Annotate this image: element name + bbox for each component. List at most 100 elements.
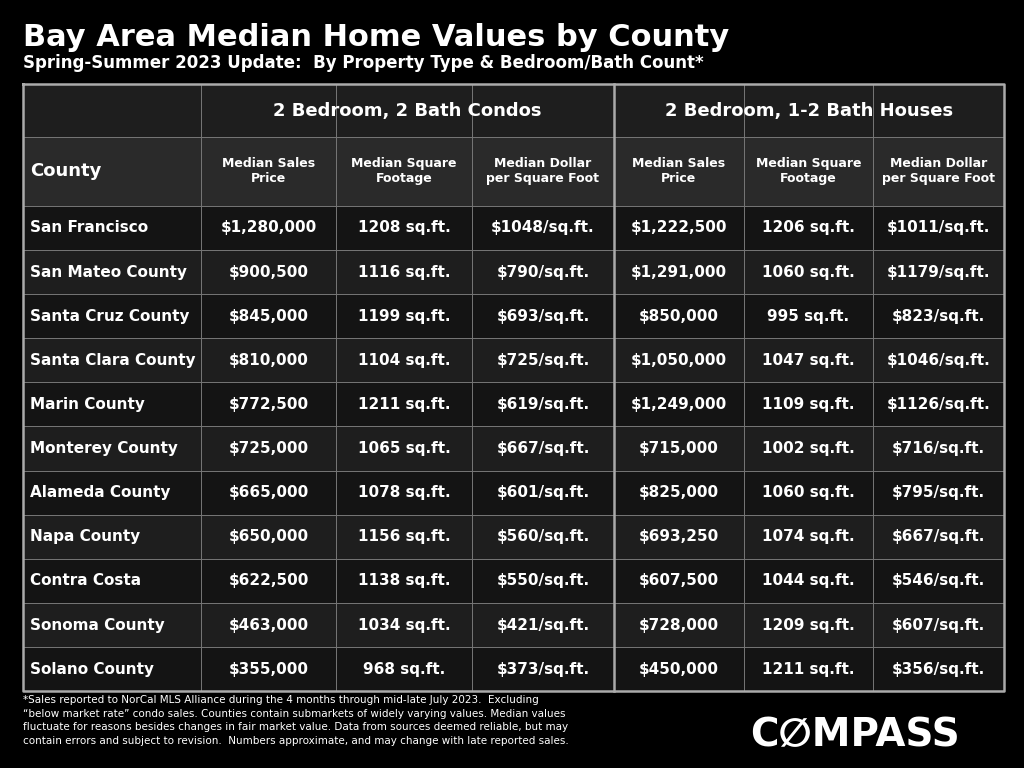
Bar: [337, 250, 472, 294]
Text: $845,000: $845,000: [228, 309, 309, 323]
Text: $795/sq.ft.: $795/sq.ft.: [892, 485, 985, 500]
Text: $355,000: $355,000: [228, 662, 309, 677]
Bar: [23, 137, 201, 206]
Text: $421/sq.ft.: $421/sq.ft.: [497, 617, 590, 633]
Bar: [201, 250, 337, 294]
Bar: [337, 471, 472, 515]
Bar: [23, 206, 201, 250]
Text: $725/sq.ft.: $725/sq.ft.: [497, 353, 590, 368]
Bar: [337, 647, 472, 691]
Bar: [23, 84, 201, 137]
Bar: [614, 338, 743, 382]
Text: Sonoma County: Sonoma County: [30, 617, 165, 633]
Text: $728,000: $728,000: [639, 617, 719, 633]
Text: $716/sq.ft.: $716/sq.ft.: [892, 441, 985, 456]
Bar: [614, 382, 743, 426]
Bar: [472, 137, 614, 206]
Bar: [201, 647, 337, 691]
Text: 1002 sq.ft.: 1002 sq.ft.: [762, 441, 855, 456]
Text: Alameda County: Alameda County: [30, 485, 170, 500]
Bar: [337, 84, 472, 137]
Bar: [873, 84, 1004, 137]
Text: Bay Area Median Home Values by County: Bay Area Median Home Values by County: [23, 23, 729, 52]
Bar: [614, 137, 743, 206]
Bar: [23, 647, 201, 691]
Bar: [614, 603, 743, 647]
Text: 1109 sq.ft.: 1109 sq.ft.: [762, 397, 855, 412]
Bar: [743, 559, 873, 603]
Bar: [614, 84, 743, 137]
Bar: [472, 294, 614, 338]
Text: Marin County: Marin County: [30, 397, 144, 412]
Bar: [743, 294, 873, 338]
Text: Contra Costa: Contra Costa: [30, 574, 141, 588]
Bar: [873, 137, 1004, 206]
Text: Spring-Summer 2023 Update:  By Property Type & Bedroom/Bath Count*: Spring-Summer 2023 Update: By Property T…: [23, 54, 703, 71]
Text: Median Sales
Price: Median Sales Price: [222, 157, 315, 185]
Text: $450,000: $450,000: [639, 662, 719, 677]
Bar: [743, 338, 873, 382]
Text: 1138 sq.ft.: 1138 sq.ft.: [357, 574, 451, 588]
Text: Solano County: Solano County: [30, 662, 154, 677]
Text: $667/sq.ft.: $667/sq.ft.: [892, 529, 985, 545]
Text: $607,500: $607,500: [639, 574, 719, 588]
Text: San Mateo County: San Mateo County: [30, 264, 186, 280]
Bar: [472, 338, 614, 382]
Text: $1046/sq.ft.: $1046/sq.ft.: [887, 353, 990, 368]
Text: $622,500: $622,500: [228, 574, 309, 588]
Text: $825,000: $825,000: [639, 485, 719, 500]
Text: Median Dollar
per Square Foot: Median Dollar per Square Foot: [486, 157, 599, 185]
Text: County: County: [30, 162, 101, 180]
Bar: [23, 603, 201, 647]
Text: San Francisco: San Francisco: [30, 220, 147, 235]
Text: $1048/sq.ft.: $1048/sq.ft.: [492, 220, 595, 235]
Text: 1074 sq.ft.: 1074 sq.ft.: [762, 529, 855, 545]
Text: 1209 sq.ft.: 1209 sq.ft.: [762, 617, 855, 633]
Bar: [873, 647, 1004, 691]
Text: $693,250: $693,250: [639, 529, 719, 545]
Text: $667/sq.ft.: $667/sq.ft.: [497, 441, 590, 456]
Bar: [743, 647, 873, 691]
Text: Median Sales
Price: Median Sales Price: [632, 157, 725, 185]
Bar: [201, 471, 337, 515]
Bar: [472, 559, 614, 603]
Bar: [337, 338, 472, 382]
Bar: [614, 294, 743, 338]
Text: $665,000: $665,000: [228, 485, 309, 500]
Text: $790/sq.ft.: $790/sq.ft.: [497, 264, 590, 280]
Bar: [472, 250, 614, 294]
Text: 1199 sq.ft.: 1199 sq.ft.: [357, 309, 451, 323]
Bar: [337, 603, 472, 647]
Text: Napa County: Napa County: [30, 529, 140, 545]
Text: $356/sq.ft.: $356/sq.ft.: [892, 662, 985, 677]
Bar: [743, 382, 873, 426]
Text: 1116 sq.ft.: 1116 sq.ft.: [357, 264, 451, 280]
Text: $463,000: $463,000: [228, 617, 309, 633]
Text: $607/sq.ft.: $607/sq.ft.: [892, 617, 985, 633]
Bar: [472, 647, 614, 691]
Bar: [201, 559, 337, 603]
Bar: [472, 382, 614, 426]
Text: 1208 sq.ft.: 1208 sq.ft.: [357, 220, 451, 235]
Bar: [201, 603, 337, 647]
Bar: [337, 137, 472, 206]
Text: $1,280,000: $1,280,000: [220, 220, 316, 235]
Text: $619/sq.ft.: $619/sq.ft.: [497, 397, 590, 412]
Text: Santa Cruz County: Santa Cruz County: [30, 309, 189, 323]
Text: C∅MPASS: C∅MPASS: [751, 716, 959, 754]
Text: 1060 sq.ft.: 1060 sq.ft.: [762, 264, 855, 280]
Bar: [23, 559, 201, 603]
Bar: [873, 206, 1004, 250]
Bar: [201, 382, 337, 426]
Text: $772,500: $772,500: [228, 397, 309, 412]
Bar: [743, 250, 873, 294]
Text: $693/sq.ft.: $693/sq.ft.: [497, 309, 590, 323]
Bar: [472, 515, 614, 559]
Text: 1047 sq.ft.: 1047 sq.ft.: [762, 353, 855, 368]
Text: 1104 sq.ft.: 1104 sq.ft.: [357, 353, 451, 368]
Text: $1,249,000: $1,249,000: [631, 397, 727, 412]
Text: Median Square
Footage: Median Square Footage: [351, 157, 457, 185]
Text: Median Square
Footage: Median Square Footage: [756, 157, 861, 185]
Bar: [614, 471, 743, 515]
Text: Monterey County: Monterey County: [30, 441, 177, 456]
